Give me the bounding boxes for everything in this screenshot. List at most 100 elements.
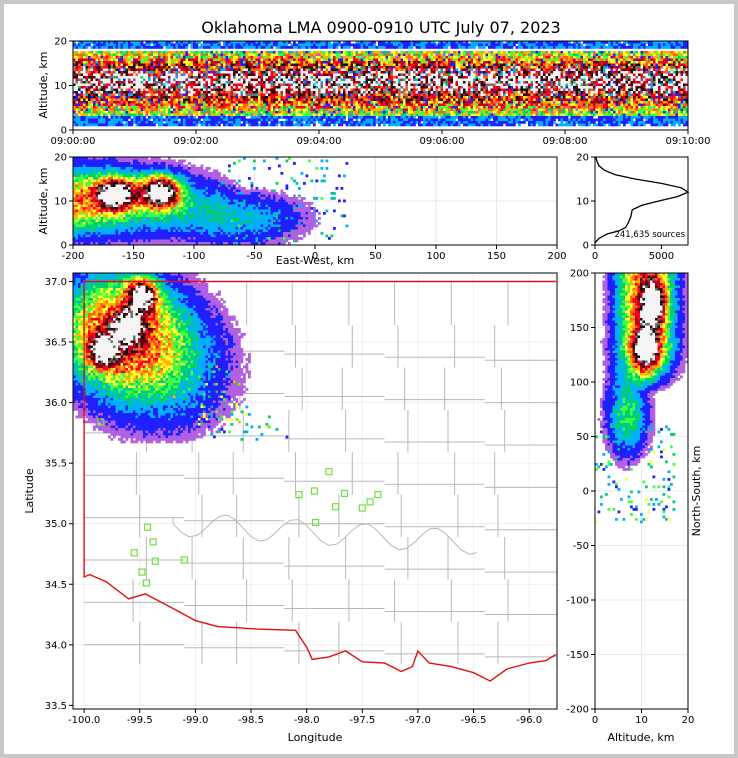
altitude-time-cell [265,78,269,82]
altitude-time-cell [338,63,341,67]
altitude-time-cell [120,73,124,77]
altitude-time-cell [610,43,614,47]
altitude-time-cell [358,73,361,77]
altitude-time-cell [348,68,351,72]
altitude-time-cell [360,58,364,62]
altitude-time-cell [490,88,494,92]
altitude-time-cell [478,78,481,82]
altitude-time-cell [295,63,299,67]
altitude-time-cell [490,61,494,64]
altitude-time-cell [233,56,236,59]
altitude-time-cell [160,71,164,74]
altitude-time-cell [685,43,688,47]
altitude-time-cell [155,58,159,62]
altitude-time-cell [305,56,309,59]
altitude-time-cell [353,46,356,49]
altitude-time-cell [335,58,339,62]
altitude-time-cell [125,76,129,79]
altitude-time-cell [115,91,119,94]
altitude-time-cell [420,68,424,72]
altitude-time-cell [375,58,379,62]
altitude-time-cell [455,61,459,64]
altitude-time-cell [480,83,484,87]
altitude-time-cell [608,63,611,67]
altitude-time-cell [385,63,389,67]
altitude-time-cell [398,71,401,74]
altitude-time-cell [573,53,576,57]
altitude-time-cell [90,93,94,97]
altitude-time-cell [433,66,436,69]
altitude-time-cell [113,53,116,57]
altitude-time-cell [135,81,139,84]
altitude-time-cell [430,66,434,69]
altitude-time-cell [683,76,686,79]
altitude-time-cell [370,78,374,82]
altitude-time-cell [138,46,141,49]
altitude-time-cell [685,63,688,67]
altitude-time-cell [363,46,366,49]
altitude-time-cell [515,78,519,82]
altitude-time-cell [288,56,291,59]
altitude-time-cell [503,68,506,72]
altitude-time-cell [585,71,589,74]
altitude-time-cell [318,58,321,62]
altitude-time-cell [160,86,164,89]
altitude-time-cell [188,56,191,59]
altitude-time-cell [450,91,454,94]
altitude-time-cell [168,63,171,67]
altitude-time-cell [413,83,416,87]
altitude-time-cell [100,73,104,77]
altitude-time-cell [653,86,656,89]
altitude-time-cell [338,41,341,44]
altitude-time-cell [513,73,516,77]
altitude-time-cell [493,41,496,44]
altitude-time-cell [423,78,426,82]
altitude-time-cell [310,93,314,97]
altitude-time-cell [570,58,574,62]
altitude-time-cell [163,73,166,77]
altitude-time-cell [658,73,661,77]
altitude-time-cell [73,83,76,87]
altitude-time-cell [405,68,409,72]
altitude-time-cell [333,86,336,89]
altitude-time-cell [333,63,336,67]
altitude-time-cell [193,41,196,44]
altitude-time-cell [623,56,626,59]
altitude-time-cell [373,51,376,54]
altitude-time-cell [458,78,461,82]
altitude-time-cell [278,63,281,67]
altitude-time-cell [518,41,521,44]
altitude-time-cell [593,81,596,84]
altitude-time-cell [320,91,324,94]
altitude-time-cell [648,91,651,94]
altitude-time-cell [418,66,421,69]
altitude-time-cell [270,56,274,59]
altitude-time-cell [510,51,514,54]
altitude-time-cell [530,88,534,92]
altitude-time-cell [543,68,546,72]
altitude-time-cell [683,68,686,72]
altitude-time-cell [233,86,236,89]
altitude-time-cell [375,51,379,54]
altitude-time-cell [585,68,589,72]
altitude-time-cell [448,61,451,64]
altitude-time-cell [525,41,529,44]
altitude-time-cell [660,56,664,59]
altitude-time-cell [595,63,599,67]
altitude-time-cell [453,73,456,77]
altitude-time-cell [140,78,144,82]
altitude-time-cell [145,73,149,77]
altitude-time-cell [378,56,381,59]
altitude-time-cell [435,63,439,67]
altitude-time-cell [225,61,229,64]
altitude-time-cell [140,68,144,72]
altitude-time-cell [465,51,469,54]
altitude-time-cell [303,61,306,64]
altitude-time-cell [95,83,99,87]
altitude-time-cell [253,88,256,92]
altitude-time-cell [348,91,351,94]
altitude-time-cell [345,58,349,62]
altitude-time-cell [118,68,121,72]
altitude-time-cell [148,53,151,57]
altitude-time-cell [648,86,651,89]
